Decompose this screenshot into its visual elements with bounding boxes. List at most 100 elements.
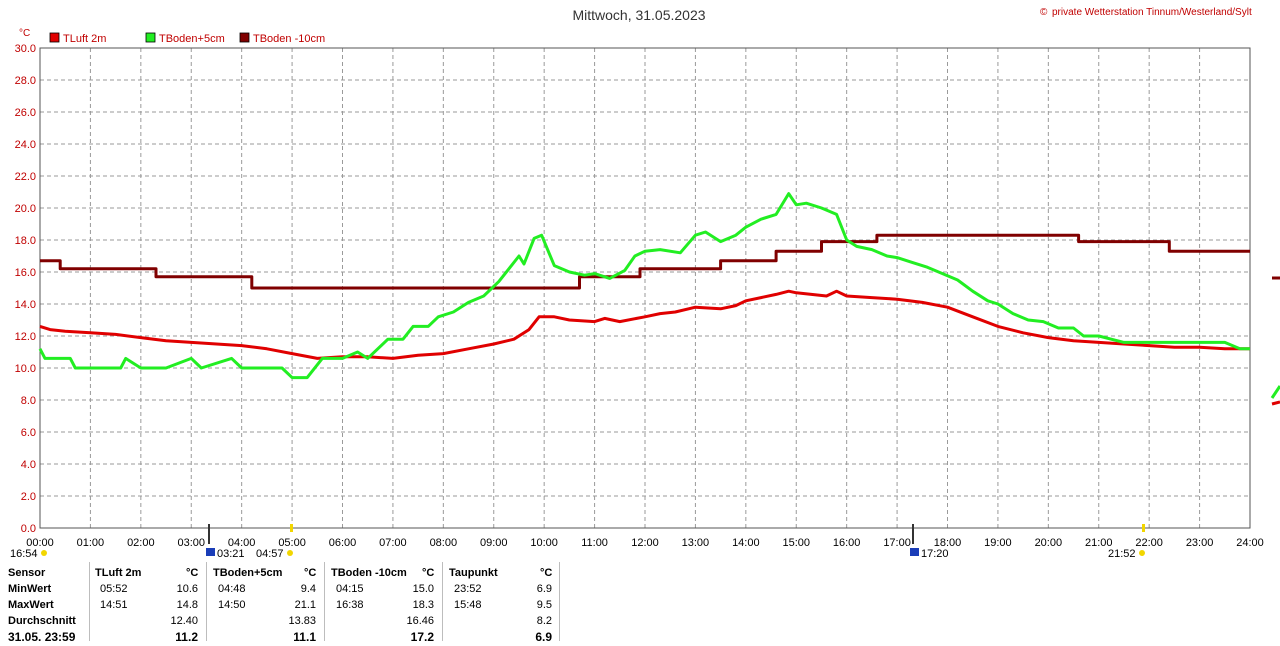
taupunkt-value: 6.9	[535, 630, 552, 644]
tboden5-value: 21.1	[294, 599, 316, 611]
y-tick-label: 24.0	[15, 139, 36, 151]
tboden5-value: 11.1	[293, 630, 316, 644]
table-row-min: MinWert 05:52 10.6 04:48 9.4 04:15 15.0 …	[0, 583, 560, 599]
y-tick-label: 4.0	[21, 459, 36, 471]
sun-icon	[41, 550, 47, 556]
event-markers: 16:54 03:21 04:57 17:20 21:52	[10, 524, 1145, 560]
plot-frame	[39, 47, 1251, 529]
taupunkt-time: 23:52	[454, 583, 482, 595]
taupunkt-time: 15:48	[454, 599, 482, 611]
header-sensor: Sensor	[8, 567, 46, 579]
y-tick-label: 18.0	[15, 235, 36, 247]
legend-swatch	[145, 32, 156, 43]
x-tick-label: 16:00	[833, 537, 861, 549]
y-tick-label: 10.0	[15, 363, 36, 375]
series-line-3	[40, 233, 1250, 290]
chart-title: Mittwoch, 31.05.2023	[572, 7, 705, 23]
tboden10-time: 16:38	[336, 599, 364, 611]
x-tick-label: 23:00	[1186, 537, 1214, 549]
moon-phase-icon-2	[910, 548, 919, 556]
tluft-value: 10.6	[176, 583, 198, 595]
x-tick-label: 17:00	[883, 537, 911, 549]
header-tboden10: TBoden -10cm	[331, 567, 407, 579]
taupunkt-value: 9.5	[536, 599, 552, 611]
table-divider	[206, 562, 207, 641]
row-label: 31.05. 23:59	[8, 630, 76, 644]
legend-label: TBoden -10cm	[253, 33, 325, 45]
x-tick-label: 04:00	[228, 537, 256, 549]
sunset-label: 21:52	[1108, 548, 1136, 560]
x-tick-label: 10:00	[530, 537, 558, 549]
table-divider	[89, 562, 90, 641]
x-tick-label: 18:00	[934, 537, 962, 549]
x-tick-label: 12:00	[631, 537, 659, 549]
x-tick-label: 20:00	[1035, 537, 1063, 549]
legend: TLuft 2m TBoden+5cm TBoden -10cm	[49, 32, 325, 45]
series-line-2	[38, 192, 1250, 380]
y-tick-label: 28.0	[15, 75, 36, 87]
table-header-row: Sensor TLuft 2m °C TBoden+5cm °C TBoden …	[0, 567, 560, 583]
x-tick-label: 01:00	[77, 537, 105, 549]
preview-tluft	[1271, 400, 1280, 406]
x-tick-label: 21:00	[1085, 537, 1113, 549]
x-tick-label: 11:00	[581, 537, 608, 549]
legend-label: TBoden+5cm	[159, 33, 225, 45]
x-tick-label: 08:00	[430, 537, 458, 549]
y-tick-label: 12.0	[15, 331, 36, 343]
sunrise-label: 04:57	[256, 548, 284, 560]
station-credit: private Wetterstation Tinnum/Westerland/…	[1052, 7, 1252, 18]
header-tluft: TLuft 2m	[95, 567, 142, 579]
x-tick-label: 19:00	[984, 537, 1012, 549]
tboden10-value: 18.3	[412, 599, 434, 611]
y-tick-label: 0.0	[21, 523, 36, 535]
sunset-tick	[1142, 524, 1145, 532]
moon-phase-icon-1	[206, 548, 215, 556]
legend-label: TLuft 2m	[63, 33, 106, 45]
x-tick-label: 03:00	[177, 537, 205, 549]
grid	[39, 47, 1251, 529]
x-tick-label: 06:00	[329, 537, 357, 549]
y-tick-label: 20.0	[15, 203, 36, 215]
y-tick-label: 2.0	[21, 491, 36, 503]
x-tick-label: 05:00	[278, 537, 306, 549]
x-tick-label: 13:00	[682, 537, 710, 549]
y-tick-label: 16.0	[15, 267, 36, 279]
table-row-avg: Durchschnitt 12.40 13.83 16.46 8.2	[0, 615, 560, 631]
y-tick-label: 30.0	[15, 43, 36, 55]
tboden5-value: 13.83	[288, 615, 316, 627]
row-label: Durchschnitt	[8, 615, 76, 627]
right-edge-preview	[1270, 276, 1280, 406]
tluft-value: 14.8	[176, 599, 198, 611]
x-tick-label: 14:00	[732, 537, 760, 549]
y-tick-label: 8.0	[21, 395, 36, 407]
x-tick-label: 07:00	[379, 537, 407, 549]
x-tick-label: 24:00	[1236, 537, 1264, 549]
y-axis: 0.0 2.0 4.0 6.0 8.0 10.0 12.0 14.0 16.0 18.0 20.0 2…	[15, 43, 36, 535]
y-tick-label: 22.0	[15, 171, 36, 183]
table-divider	[324, 562, 325, 641]
stats-table: Sensor TLuft 2m °C TBoden+5cm °C TBoden …	[0, 562, 560, 644]
tboden10-time: 04:15	[336, 583, 364, 595]
x-tick-label: 00:00	[26, 537, 54, 549]
table-divider	[559, 562, 560, 641]
y-tick-label: 14.0	[15, 299, 36, 311]
day-length-label: 16:54	[10, 548, 38, 560]
tluft-time: 14:51	[100, 599, 128, 611]
tluft-value: 11.2	[175, 630, 198, 644]
y-tick-label: 6.0	[21, 427, 36, 439]
series-line-1	[39, 289, 1250, 360]
tboden10-value: 17.2	[410, 630, 434, 644]
row-label: MaxWert	[8, 599, 54, 611]
x-axis: 00:00 01:00 02:00 03:00 04:00 05:00 06:00 07:00…	[26, 537, 1264, 549]
x-tick-label: 22:00	[1135, 537, 1163, 549]
legend-swatch	[49, 32, 60, 43]
x-tick-label: 09:00	[480, 537, 508, 549]
tboden5-time: 04:48	[218, 583, 246, 595]
y-unit-label: °C	[19, 28, 30, 39]
header-unit: °C	[304, 567, 317, 579]
header-tboden5: TBoden+5cm	[213, 567, 283, 579]
tboden5-value: 9.4	[300, 583, 316, 595]
moon-phase-1-label: 03:21	[217, 548, 245, 560]
x-tick-label: 15:00	[782, 537, 810, 549]
tboden5-time: 14:50	[218, 599, 246, 611]
